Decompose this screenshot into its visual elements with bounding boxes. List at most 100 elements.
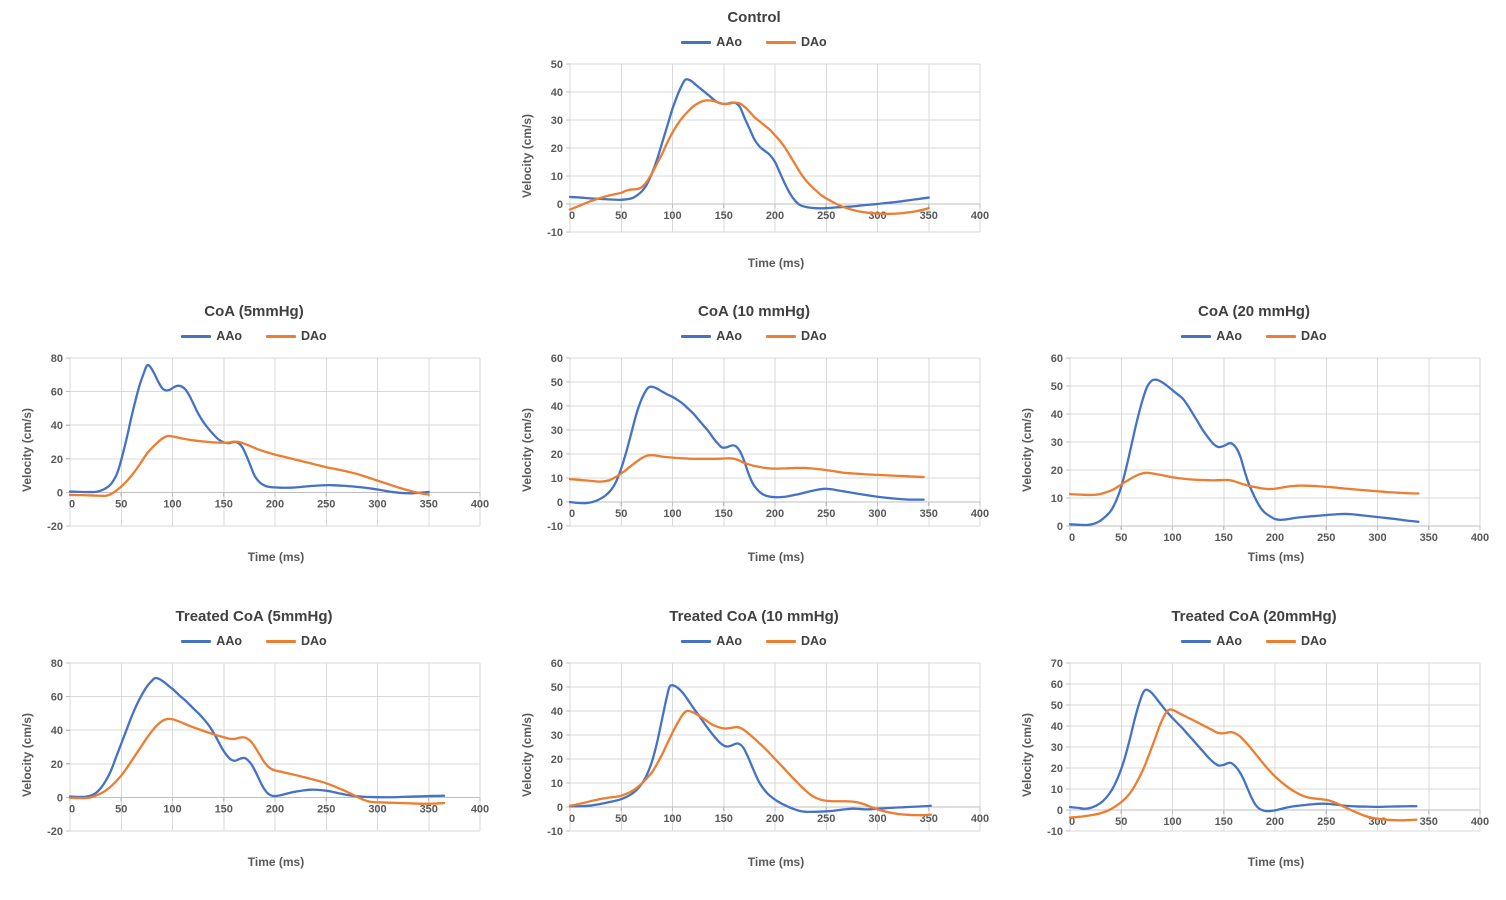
svg-text:80: 80 xyxy=(51,658,63,670)
chart-title: Treated CoA (10 mmHg) xyxy=(669,608,839,625)
svg-text:-10: -10 xyxy=(1047,826,1063,838)
legend-item-aao: AAo xyxy=(181,329,242,343)
svg-text:40: 40 xyxy=(51,725,63,737)
legend-label-dao: DAo xyxy=(301,634,327,648)
svg-text:50: 50 xyxy=(551,59,563,71)
chart-treated-coa-20mmhg: Treated CoA (20mmHg) AAo DAo Velocity (c… xyxy=(1018,605,1490,897)
svg-text:300: 300 xyxy=(868,508,886,520)
legend: AAo DAo xyxy=(18,324,490,348)
svg-text:0: 0 xyxy=(569,508,575,520)
svg-text:150: 150 xyxy=(715,508,733,520)
svg-text:300: 300 xyxy=(868,210,886,222)
plot-column: -10 0 10 20 30 40 50 60 0 50 100 150 200 250 300 350 400… xyxy=(536,655,990,873)
svg-text:0: 0 xyxy=(69,498,75,510)
svg-text:-20: -20 xyxy=(47,826,63,838)
x-axis-title: Time (ms) xyxy=(747,550,805,564)
plot-area: -10 0 10 20 30 40 50 60 0 50 100 150 200 250 300 350 400 xyxy=(547,353,989,533)
svg-text:30: 30 xyxy=(1051,742,1063,754)
svg-text:400: 400 xyxy=(971,813,989,825)
x-axis-title: Time (ms) xyxy=(247,855,305,869)
svg-text:50: 50 xyxy=(615,508,627,520)
svg-text:10: 10 xyxy=(551,171,563,183)
svg-text:250: 250 xyxy=(817,210,835,222)
svg-text:100: 100 xyxy=(163,803,181,815)
legend-item-dao: DAo xyxy=(766,35,827,49)
svg-text:250: 250 xyxy=(817,813,835,825)
plot-column: -20 0 20 40 60 80 0 50 100 150 200 250 300 350 400 Tim… xyxy=(36,350,490,568)
svg-text:150: 150 xyxy=(715,210,733,222)
legend-item-dao: DAo xyxy=(1266,329,1327,343)
svg-text:350: 350 xyxy=(920,508,938,520)
svg-text:-10: -10 xyxy=(547,521,563,533)
svg-text:40: 40 xyxy=(1051,721,1063,733)
legend-label-aao: AAo xyxy=(216,634,242,648)
svg-text:350: 350 xyxy=(1420,816,1438,828)
svg-text:10: 10 xyxy=(551,473,563,485)
svg-text:200: 200 xyxy=(1266,532,1284,544)
svg-text:0: 0 xyxy=(1057,805,1063,817)
legend-item-dao: DAo xyxy=(266,634,327,648)
chart-coa-10mmhg: CoA (10 mmHg) AAo DAo Velocity (cm/s) -1… xyxy=(518,300,990,592)
svg-text:200: 200 xyxy=(266,498,284,510)
svg-text:200: 200 xyxy=(1266,816,1284,828)
dao-line-swatch xyxy=(766,40,796,44)
svg-text:400: 400 xyxy=(471,803,489,815)
legend-label-dao: DAo xyxy=(1301,329,1327,343)
svg-text:400: 400 xyxy=(971,210,989,222)
svg-text:60: 60 xyxy=(1051,353,1063,365)
svg-text:-10: -10 xyxy=(547,826,563,838)
y-axis-title: Velocity (cm/s) xyxy=(20,712,34,798)
svg-text:350: 350 xyxy=(1420,532,1438,544)
chart-treated-coa-10mmhg: Treated CoA (10 mmHg) AAo DAo Velocity (… xyxy=(518,605,990,897)
svg-text:60: 60 xyxy=(551,353,563,365)
svg-text:20: 20 xyxy=(551,449,563,461)
svg-text:40: 40 xyxy=(551,401,563,413)
chart-treated-coa-5mmhg: Treated CoA (5mmHg) AAo DAo Velocity (cm… xyxy=(18,605,490,897)
svg-text:50: 50 xyxy=(1051,700,1063,712)
svg-text:200: 200 xyxy=(766,508,784,520)
svg-text:250: 250 xyxy=(1317,532,1335,544)
legend-label-aao: AAo xyxy=(216,329,242,343)
y-axis-title: Velocity (cm/s) xyxy=(520,407,534,493)
legend: AAo DAo xyxy=(518,629,990,653)
svg-text:0: 0 xyxy=(557,802,563,814)
svg-text:200: 200 xyxy=(766,210,784,222)
dao-line-swatch xyxy=(266,639,296,643)
chart-control: Control AAo DAo Velocity (cm/s) -10 0 10 20… xyxy=(518,6,990,298)
y-axis-title: Velocity (cm/s) xyxy=(520,113,534,199)
svg-text:100: 100 xyxy=(1163,816,1181,828)
plot-column: -20 0 20 40 60 80 0 50 100 150 200 250 300 350 400 Tim… xyxy=(36,655,490,873)
legend-item-aao: AAo xyxy=(681,35,742,49)
chart-body: Velocity (cm/s) -20 0 20 40 60 80 0 50 100 150 200… xyxy=(18,350,490,568)
svg-text:40: 40 xyxy=(551,87,563,99)
chart-body: Velocity (cm/s) -10 0 10 20 30 40 50 60 0 50 100 15… xyxy=(518,655,990,873)
svg-text:100: 100 xyxy=(663,210,681,222)
legend: AAo DAo xyxy=(518,324,990,348)
x-axis-title: Tims (ms) xyxy=(1247,550,1305,564)
x-axis-title: Time (ms) xyxy=(1247,855,1305,869)
svg-text:0: 0 xyxy=(69,803,75,815)
svg-text:350: 350 xyxy=(920,210,938,222)
svg-text:400: 400 xyxy=(971,508,989,520)
svg-text:10: 10 xyxy=(1051,493,1063,505)
svg-text:20: 20 xyxy=(551,754,563,766)
legend-label-dao: DAo xyxy=(301,329,327,343)
legend-item-aao: AAo xyxy=(681,329,742,343)
svg-text:10: 10 xyxy=(551,778,563,790)
y-axis-title: Velocity (cm/s) xyxy=(20,407,34,493)
plot-area: -20 0 20 40 60 80 0 50 100 150 200 250 300 350 400 xyxy=(47,658,489,838)
legend-label-aao: AAo xyxy=(1216,634,1242,648)
chart-body: Velocity (cm/s) 0 10 20 30 40 50 60 0 50 100 150 20… xyxy=(1018,350,1490,568)
y-axis-title: Velocity (cm/s) xyxy=(1020,407,1034,493)
svg-text:300: 300 xyxy=(868,813,886,825)
svg-text:0: 0 xyxy=(569,210,575,222)
legend: AAo DAo xyxy=(518,30,990,54)
svg-text:10: 10 xyxy=(1051,784,1063,796)
chart-title: Treated CoA (5mmHg) xyxy=(175,608,333,625)
svg-text:0: 0 xyxy=(1069,816,1075,828)
svg-text:50: 50 xyxy=(615,813,627,825)
svg-text:0: 0 xyxy=(557,199,563,211)
svg-text:400: 400 xyxy=(1471,532,1489,544)
legend-label-aao: AAo xyxy=(716,329,742,343)
aao-line-swatch xyxy=(681,639,712,643)
